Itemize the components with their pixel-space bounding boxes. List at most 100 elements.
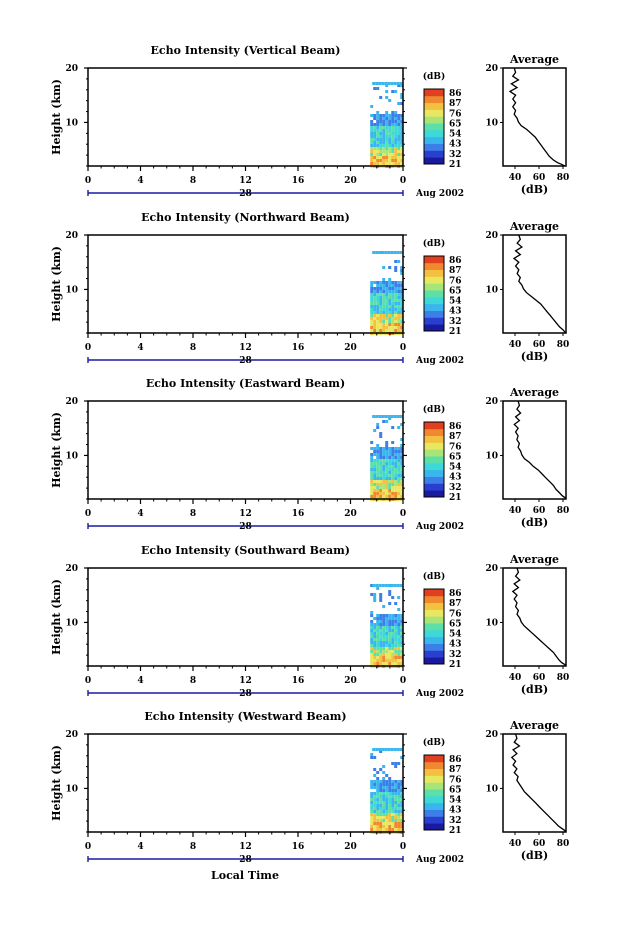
heatmap-cell (376, 308, 380, 311)
heatmap-cell (373, 114, 377, 117)
heatmap-cell (388, 659, 392, 662)
heatmap-cell (388, 650, 392, 653)
heatmap-cell (394, 813, 398, 816)
heatmap-cell (379, 296, 383, 299)
heatmap-cell (400, 284, 404, 287)
heatmap-cell (385, 299, 389, 302)
heatmap-cell (400, 813, 404, 816)
colorbar-swatch (424, 317, 444, 325)
heatmap-cell (391, 281, 395, 284)
heatmap-cell (391, 662, 395, 665)
heatmap-cell (373, 623, 377, 626)
heatmap-cell (376, 450, 380, 453)
heatmap-cell (394, 326, 398, 329)
heatmap-cell (391, 474, 395, 477)
heatmap-cell (385, 126, 389, 129)
heatmap-cell (379, 302, 383, 305)
colorbar-swatch (424, 816, 444, 824)
heatmap-cell (370, 629, 374, 632)
heatmap-cell (391, 789, 395, 792)
heatmap-cell (394, 314, 398, 317)
x-tick-label: 20 (344, 509, 357, 519)
heatmap-cell (394, 450, 398, 453)
heatmap-cell (382, 638, 386, 641)
heatmap-cell (400, 789, 404, 792)
heatmap-cell (370, 611, 374, 614)
heatmap-cell (385, 828, 389, 831)
heatmap-cell (370, 120, 374, 123)
colorbar-swatch (424, 422, 444, 430)
heatmap-cell (394, 317, 398, 320)
heatmap-cell (387, 748, 391, 751)
heatmap-cell (391, 629, 395, 632)
heatmap-cell (385, 311, 389, 314)
heatmap-cell (394, 495, 398, 498)
heatmap-cell (388, 153, 392, 156)
heatmap-cell (397, 807, 401, 810)
heatmap-cell (397, 456, 401, 459)
heatmap-cell (388, 477, 392, 480)
x-tick-label: 0 (400, 842, 406, 852)
heatmap-cell (385, 629, 389, 632)
heatmap-cell (385, 825, 389, 828)
heatmap-cell (379, 299, 383, 302)
heatmap-cell (391, 623, 395, 626)
colorbar-swatch (424, 129, 444, 138)
heatmap-cell (400, 822, 404, 825)
heatmap-cell (382, 480, 386, 483)
heatmap-cell (394, 489, 398, 492)
heatmap-cell (382, 468, 386, 471)
heatmap-cell (391, 317, 395, 320)
y-tick-label: 10 (65, 285, 78, 295)
heatmap-cell (397, 789, 401, 792)
heatmap-cell (394, 284, 398, 287)
heatmap-cell (394, 786, 398, 789)
heatmap-cell (391, 828, 395, 831)
heatmap-cell (397, 123, 401, 126)
colorbar-tick-label: 76 (449, 109, 462, 119)
heatmap-cell (394, 117, 398, 120)
heatmap-cell (379, 480, 383, 483)
heatmap-cell (385, 480, 389, 483)
heatmap-cell (379, 477, 383, 480)
heatmap-cell (391, 162, 395, 165)
heatmap-cell (400, 644, 404, 647)
colorbar-frame (423, 88, 445, 165)
heatmap-cell (385, 320, 389, 323)
heatmap-cell (388, 653, 392, 656)
colorbar-frame (423, 588, 445, 665)
heatmap-cell (379, 825, 383, 828)
heatmap-cell (381, 251, 385, 254)
heatmap-cell (379, 620, 383, 623)
heatmap-cell (385, 117, 389, 120)
heatmap-cell (385, 656, 389, 659)
average-x-tick-label: 60 (533, 173, 546, 183)
heatmap-cell (370, 801, 374, 804)
heatmap-cell (379, 780, 383, 783)
heatmap-cell (382, 284, 386, 287)
heatmap-cell (397, 159, 401, 162)
heatmap-cell (382, 477, 386, 480)
heatmap-cell (399, 584, 403, 587)
heatmap-cell (400, 123, 404, 126)
heatmap-cell (382, 816, 386, 819)
average-frame (502, 67, 567, 167)
heatmap-cell (382, 138, 386, 141)
heatmap-cell (385, 780, 389, 783)
heatmap-cell (385, 314, 389, 317)
y-axis-label: Height (km) (50, 246, 63, 322)
heatmap-cell (397, 308, 401, 311)
x-tick-label: 12 (239, 343, 252, 353)
heatmap-cell (397, 629, 401, 632)
heatmap-cell (376, 144, 380, 147)
heatmap-cell (390, 82, 394, 85)
heatmap-cell (379, 114, 383, 117)
heatmap-cell (385, 323, 389, 326)
heatmap-cell (400, 819, 404, 822)
heatmap-cell (394, 807, 398, 810)
heatmap-cell (373, 629, 377, 632)
heatmap-cell (373, 141, 377, 144)
heatmap-cell (376, 804, 380, 807)
heatmap-cell (370, 798, 374, 801)
colorbar-swatch (424, 483, 444, 491)
